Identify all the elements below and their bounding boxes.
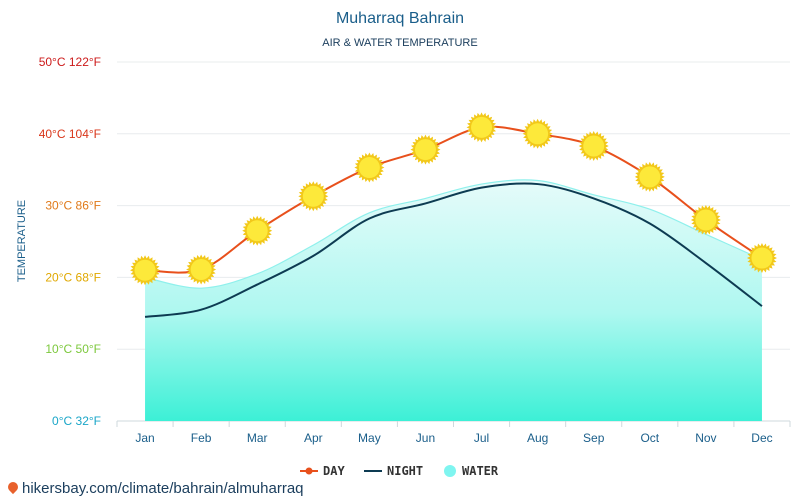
day-point xyxy=(134,259,156,281)
night-line xyxy=(144,182,763,318)
x-tick-label: Apr xyxy=(304,431,323,445)
legend-night-label: NIGHT xyxy=(387,464,423,478)
day-point xyxy=(471,116,493,138)
legend-day-marker xyxy=(305,467,313,475)
legend-item-night[interactable]: NIGHT xyxy=(364,464,423,478)
x-tick-label: Dec xyxy=(751,431,772,445)
chart-title: Muharraq Bahrain xyxy=(336,10,464,27)
water-line xyxy=(144,179,763,289)
y-tick-label: 20°C 68°F xyxy=(45,270,101,284)
day-point xyxy=(358,157,380,179)
x-tick-label: Mar xyxy=(247,431,268,445)
x-tick-label: Oct xyxy=(640,431,659,445)
legend-item-day[interactable]: DAY xyxy=(300,464,345,478)
legend-water-label: WATER xyxy=(462,464,499,478)
legend-item-water[interactable]: WATER xyxy=(444,464,499,478)
y-tick-label: 0°C 32°F xyxy=(52,414,101,428)
y-tick-label: 50°C 122°F xyxy=(39,55,101,69)
x-tick-label: Aug xyxy=(527,431,548,445)
night-series xyxy=(144,182,763,318)
x-tick-label: May xyxy=(358,431,381,445)
x-tick-label: Jun xyxy=(416,431,435,445)
day-point xyxy=(414,139,436,161)
source-link[interactable]: hikersbay.com/climate/bahrain/almuharraq xyxy=(5,479,304,497)
legend-water-marker xyxy=(444,465,456,477)
source-text: hikersbay.com/climate/bahrain/almuharraq xyxy=(22,480,304,497)
day-point xyxy=(695,209,717,231)
legend[interactable]: DAY NIGHT WATER xyxy=(300,464,499,478)
day-point xyxy=(583,135,605,157)
chart-subtitle: AIR & WATER TEMPERATURE xyxy=(322,37,477,49)
day-point xyxy=(639,166,661,188)
day-series xyxy=(130,112,777,286)
day-point xyxy=(190,259,212,281)
water-area xyxy=(145,179,762,421)
day-point xyxy=(302,185,324,207)
x-tick-label: Feb xyxy=(191,431,212,445)
day-point xyxy=(751,247,773,269)
x-tick-label: Nov xyxy=(695,431,716,445)
location-pin-icon xyxy=(5,479,21,495)
y-ticks: 0°C 32°F 10°C 50°F 20°C 68°F 30°C 86°F 40°C … xyxy=(39,55,101,428)
water-series xyxy=(144,179,763,421)
y-tick-label: 10°C 50°F xyxy=(45,342,101,356)
day-point xyxy=(527,123,549,145)
y-tick-label: 40°C 104°F xyxy=(39,127,101,141)
x-tick-label: Jan xyxy=(135,431,154,445)
x-tick-label: Jul xyxy=(474,431,489,445)
y-tick-label: 30°C 86°F xyxy=(45,199,101,213)
legend-day-label: DAY xyxy=(323,464,345,478)
x-tick-label: Sep xyxy=(583,431,605,445)
day-point xyxy=(246,220,268,242)
x-ticks: Jan Feb Mar Apr May Jun Jul Aug Sep Oct Nov Dec xyxy=(116,421,791,445)
y-axis-label: TEMPERATURE xyxy=(16,200,28,282)
